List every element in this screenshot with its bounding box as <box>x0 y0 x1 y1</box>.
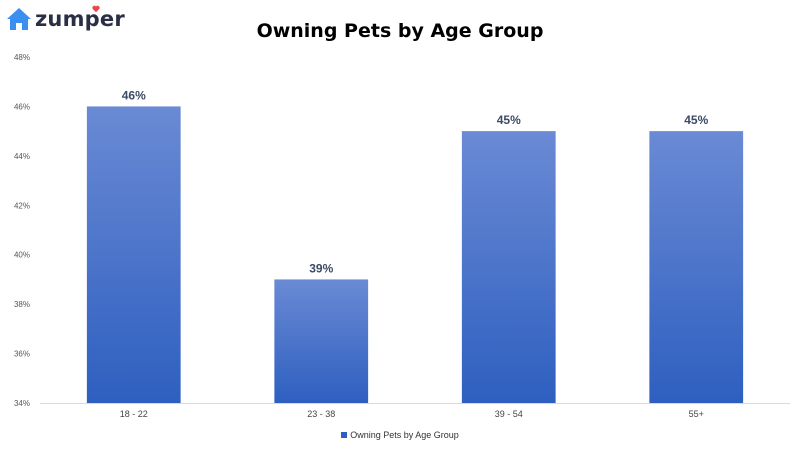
legend-swatch <box>341 432 348 438</box>
data-label: 39% <box>309 261 333 275</box>
y-tick-label: 38% <box>14 300 30 309</box>
brand-name: zumper <box>35 7 125 31</box>
bar-2 <box>274 279 369 403</box>
data-label: 45% <box>497 113 521 127</box>
x-tick-label: 55+ <box>689 409 704 419</box>
y-tick-label: 36% <box>14 350 30 359</box>
data-label: 46% <box>122 88 146 102</box>
y-tick-label: 42% <box>14 201 30 210</box>
zumper-logo: zumper <box>6 4 125 34</box>
x-tick-label: 23 - 38 <box>307 409 335 419</box>
x-tick-label: 18 - 22 <box>120 409 148 419</box>
legend: Owning Pets by Age Group <box>0 430 800 440</box>
x-tick-label: 39 - 54 <box>495 409 523 419</box>
bar-3 <box>461 131 556 403</box>
y-tick-label: 34% <box>14 399 30 408</box>
bar-4 <box>649 131 744 403</box>
house-icon <box>7 8 31 30</box>
y-tick-label: 40% <box>14 251 30 260</box>
data-label: 45% <box>684 113 708 127</box>
legend-label: Owning Pets by Age Group <box>350 430 459 440</box>
y-tick-label: 46% <box>14 102 30 111</box>
chart-title: Owning Pets by Age Group <box>256 20 544 42</box>
y-tick-label: 44% <box>14 152 30 161</box>
bar-1 <box>86 106 181 403</box>
y-tick-label: 48% <box>14 53 30 62</box>
heart-icon <box>92 5 100 13</box>
